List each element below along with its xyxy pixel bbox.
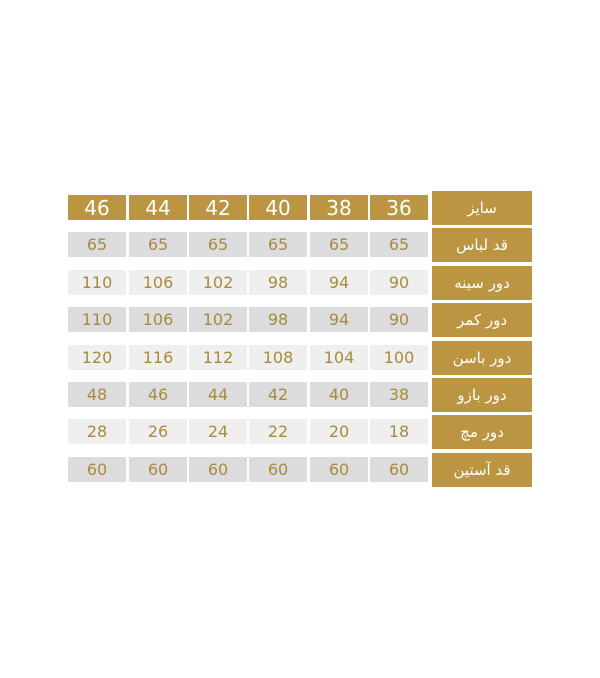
row-label: دور کمر: [432, 303, 532, 338]
value-cell: 60: [189, 456, 247, 482]
value-cell: 100: [370, 344, 428, 370]
value-cell: 110: [68, 307, 126, 333]
value-cell: 44: [189, 382, 247, 407]
value-cell: 65: [129, 232, 187, 258]
value-cell: 60: [310, 456, 368, 482]
value-cell: 60: [129, 456, 187, 482]
value-cell: 102: [189, 307, 247, 333]
value-cell: 94: [310, 269, 368, 295]
value-cell: 48: [68, 382, 126, 407]
value-cell: 65: [310, 232, 368, 258]
value-cell: 104: [310, 344, 368, 370]
value-cell: 18: [370, 419, 428, 445]
size-header-cell: 38: [310, 195, 368, 220]
header-label: سایز: [432, 191, 532, 225]
value-cell: 26: [129, 419, 187, 445]
value-cell: 108: [249, 344, 307, 370]
value-cell: 112: [189, 344, 247, 370]
row-label: دور باسن: [432, 340, 532, 375]
value-cell: 42: [249, 382, 307, 407]
value-cell: 98: [249, 307, 307, 333]
value-cell: 24: [189, 419, 247, 445]
row-label: دور سینه: [432, 265, 532, 300]
value-cell: 38: [370, 382, 428, 407]
value-cell: 22: [249, 419, 307, 445]
value-cell: 65: [370, 232, 428, 258]
value-cell: 28: [68, 419, 126, 445]
size-header-cell: 36: [370, 195, 428, 220]
size-header-cell: 42: [189, 195, 247, 220]
value-cell: 20: [310, 419, 368, 445]
row-label: قد لباس: [432, 228, 532, 263]
value-cell: 60: [370, 456, 428, 482]
value-cell: 106: [129, 269, 187, 295]
value-cell: 120: [68, 344, 126, 370]
value-cell: 116: [129, 344, 187, 370]
row-label: قد آستین: [432, 452, 532, 487]
value-cell: 60: [249, 456, 307, 482]
value-cell: 65: [68, 232, 126, 258]
value-cell: 65: [249, 232, 307, 258]
value-cell: 94: [310, 307, 368, 333]
value-cell: 65: [189, 232, 247, 258]
size-header-cell: 44: [129, 195, 187, 220]
value-cell: 110: [68, 269, 126, 295]
value-cell: 106: [129, 307, 187, 333]
value-cell: 98: [249, 269, 307, 295]
value-cell: 90: [370, 307, 428, 333]
value-cell: 40: [310, 382, 368, 407]
size-header-cell: 40: [249, 195, 307, 220]
value-cell: 46: [129, 382, 187, 407]
row-label: دور بازو: [432, 378, 532, 412]
value-cell: 60: [68, 456, 126, 482]
value-cell: 102: [189, 269, 247, 295]
value-cell: 90: [370, 269, 428, 295]
size-header-cell: 46: [68, 195, 126, 220]
row-label: دور مچ: [432, 415, 532, 450]
